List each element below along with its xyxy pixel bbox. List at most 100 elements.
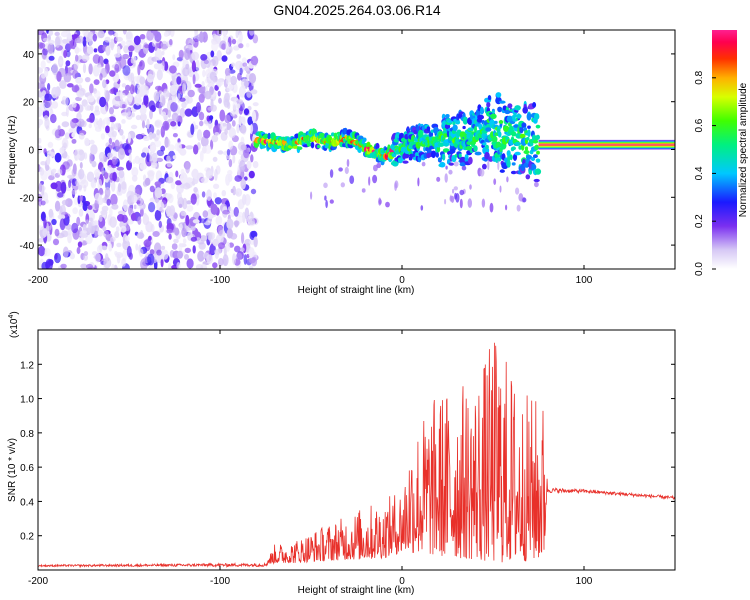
noise-blob [162, 88, 170, 100]
noise-blob [85, 37, 90, 43]
noise-blob [89, 83, 94, 94]
noise-blob [139, 61, 143, 67]
signal-blob [402, 160, 409, 164]
noise-blob [169, 84, 177, 96]
noise-blob [151, 38, 157, 48]
noise-blob [86, 46, 94, 55]
signal-blob [408, 156, 413, 161]
noise-blob [221, 55, 228, 62]
noise-blob [195, 102, 201, 113]
noise-blob [48, 55, 55, 61]
snr-scale-note-exp: 4 [8, 315, 15, 319]
noise-blob [77, 241, 83, 248]
noise-blob [107, 30, 114, 36]
x-tick-label: -200 [28, 275, 48, 286]
signal-blob [437, 157, 442, 162]
noise-blob [77, 118, 85, 128]
noise-blob [43, 218, 47, 229]
signal-blob [439, 161, 446, 168]
faint-blob [455, 193, 460, 203]
spectrogram-marks [38, 30, 675, 269]
noise-blob [131, 167, 139, 177]
steady-band-stripe [538, 147, 675, 149]
signal-blob [511, 146, 516, 151]
noise-blob [196, 129, 203, 141]
signal-blob [479, 106, 484, 115]
noise-blob [75, 54, 79, 62]
noise-blob [48, 39, 55, 45]
noise-blob [40, 60, 46, 69]
noise-blob [115, 252, 124, 259]
faint-blob [444, 173, 448, 183]
noise-blob [193, 187, 198, 193]
noise-blob [175, 170, 179, 178]
noise-blob [61, 199, 69, 206]
noise-blob [195, 59, 200, 72]
signal-blob [511, 131, 517, 137]
noise-blob [121, 104, 126, 109]
noise-blob [85, 219, 89, 225]
noise-blob [83, 254, 88, 261]
noise-blob [200, 54, 208, 61]
noise-blob [240, 78, 249, 89]
steady-band-stripe [538, 146, 675, 147]
noise-blob [172, 54, 176, 61]
noise-blob [142, 42, 149, 55]
noise-blob [72, 69, 79, 80]
noise-blob [202, 210, 209, 218]
noise-blob [67, 174, 75, 179]
noise-blob [59, 80, 67, 89]
signal-blob [533, 178, 540, 183]
noise-blob [38, 67, 44, 74]
noise-blob [45, 261, 51, 269]
noise-blob [43, 148, 47, 155]
noise-blob [241, 57, 247, 64]
faint-blob [361, 188, 366, 193]
faint-blob [506, 176, 509, 183]
noise-blob [139, 104, 147, 116]
faint-blob [497, 160, 500, 171]
noise-blob [78, 168, 85, 180]
noise-blob [209, 115, 214, 121]
y-tick-label: 20 [23, 98, 35, 109]
faint-blob [459, 189, 465, 196]
faint-blob [534, 181, 539, 188]
steady-band-stripe [538, 145, 675, 147]
noise-blob [147, 253, 155, 266]
noise-blob [110, 236, 116, 243]
colorbar-gradient [712, 30, 737, 269]
noise-blob [252, 161, 259, 169]
noise-blob [240, 247, 245, 252]
signal-blob [445, 114, 450, 118]
noise-blob [211, 41, 219, 52]
steady-band-stripe [538, 143, 675, 145]
signal-blob [482, 142, 487, 146]
noise-blob [97, 64, 102, 73]
noise-blob [79, 233, 87, 238]
signal-blob [457, 113, 463, 119]
noise-blob [131, 174, 138, 182]
noise-blob [164, 138, 171, 148]
noise-blob [66, 83, 74, 88]
noise-blob [135, 133, 144, 140]
signal-blob [499, 147, 503, 153]
noise-blob [177, 92, 181, 103]
noise-blob [153, 30, 158, 37]
signal-blob [506, 160, 511, 168]
noise-blob [205, 170, 214, 179]
noise-blob [166, 228, 173, 234]
noise-blob [203, 129, 211, 139]
noise-blob [231, 38, 237, 45]
noise-blob [143, 239, 152, 248]
steady-band-stripe [538, 142, 675, 144]
noise-blob [155, 157, 164, 163]
noise-blob [127, 72, 133, 82]
noise-blob [42, 48, 48, 56]
signal-blob [310, 141, 315, 149]
noise-blob [239, 67, 243, 76]
faint-blob [452, 188, 455, 194]
noise-blob [39, 42, 46, 49]
noise-blob [38, 145, 42, 151]
steady-band-stripe [538, 144, 675, 146]
noise-blob [251, 110, 257, 123]
